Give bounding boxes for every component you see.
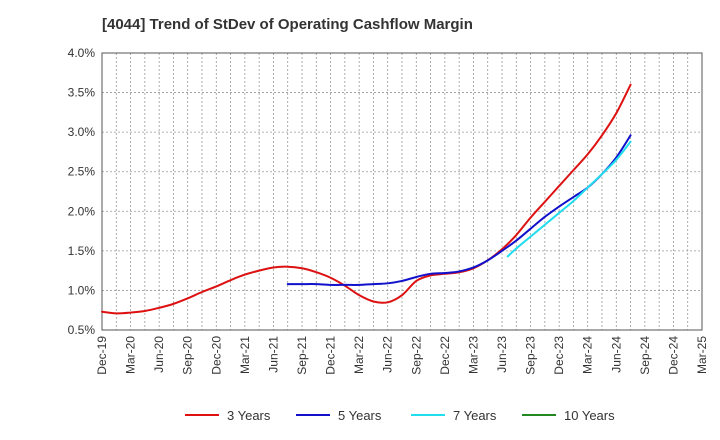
legend: 3 Years 5 Years 7 Years 10 Years [0, 404, 720, 426]
series-line-5-years [286, 134, 632, 286]
grid-layer [101, 52, 703, 331]
series-line-3-years [101, 83, 632, 315]
x-tick-label: Jun-22 [381, 336, 395, 373]
legend-item-7-years: 7 Years [411, 404, 496, 426]
x-tick-label: Mar-22 [352, 336, 366, 374]
x-tick-label: Jun-23 [495, 336, 509, 373]
x-tick-label: Mar-23 [466, 336, 480, 374]
legend-item-3-years: 3 Years [185, 404, 270, 426]
legend-label: 10 Years [564, 407, 615, 423]
legend-item-5-years: 5 Years [296, 404, 381, 426]
legend-swatch [522, 414, 556, 416]
x-tick-label: Sep-24 [638, 336, 652, 375]
series-layer [101, 83, 632, 315]
y-tick-label: 2.5% [68, 165, 96, 179]
y-tick-label: 2.0% [68, 204, 96, 218]
y-tick-label: 0.5% [68, 323, 96, 337]
x-tick-label: Sep-21 [295, 336, 309, 375]
legend-swatch [185, 414, 219, 416]
x-tick-label: Mar-20 [124, 336, 138, 374]
x-tick-label: Mar-25 [695, 336, 709, 374]
legend-label: 3 Years [227, 407, 271, 423]
x-tick-label: Dec-22 [438, 336, 452, 375]
y-tick-label: 4.0% [68, 46, 96, 60]
x-tick-label: Sep-22 [409, 336, 423, 375]
x-tick-label: Sep-23 [524, 336, 538, 375]
x-tick-label: Dec-21 [324, 336, 338, 375]
x-tick-label: Jun-20 [152, 336, 166, 373]
y-tick-label: 3.0% [68, 125, 96, 139]
y-tick-label: 1.0% [68, 283, 96, 297]
x-tick-label: Dec-20 [209, 336, 223, 375]
legend-item-10-years: 10 Years [522, 404, 615, 426]
x-tick-label: Sep-20 [181, 336, 195, 375]
x-tick-label: Dec-24 [666, 336, 680, 375]
x-tick-label: Mar-21 [238, 336, 252, 374]
chart-title: [4044] Trend of StDev of Operating Cashf… [102, 16, 473, 33]
x-tick-label: Mar-24 [581, 336, 595, 374]
legend-swatch [296, 414, 330, 416]
legend-label: 7 Years [453, 407, 497, 423]
legend-swatch [411, 414, 445, 416]
y-tick-label: 3.5% [68, 86, 96, 100]
x-tick-label: Jun-21 [266, 336, 280, 373]
x-tick-label: Dec-23 [552, 336, 566, 375]
plot-frame [101, 52, 703, 331]
y-tick-label: 1.5% [68, 244, 96, 258]
legend-label: 5 Years [338, 407, 382, 423]
x-tick-label: Jun-24 [609, 336, 623, 373]
x-tick-label: Dec-19 [95, 336, 109, 375]
axis-layer: 0.5% 1.0% 1.5% 2.0% 2.5% 3.0% 3.5% 4.0% Dec-19 Ma… [68, 46, 709, 375]
series-line-7-years [506, 140, 632, 258]
